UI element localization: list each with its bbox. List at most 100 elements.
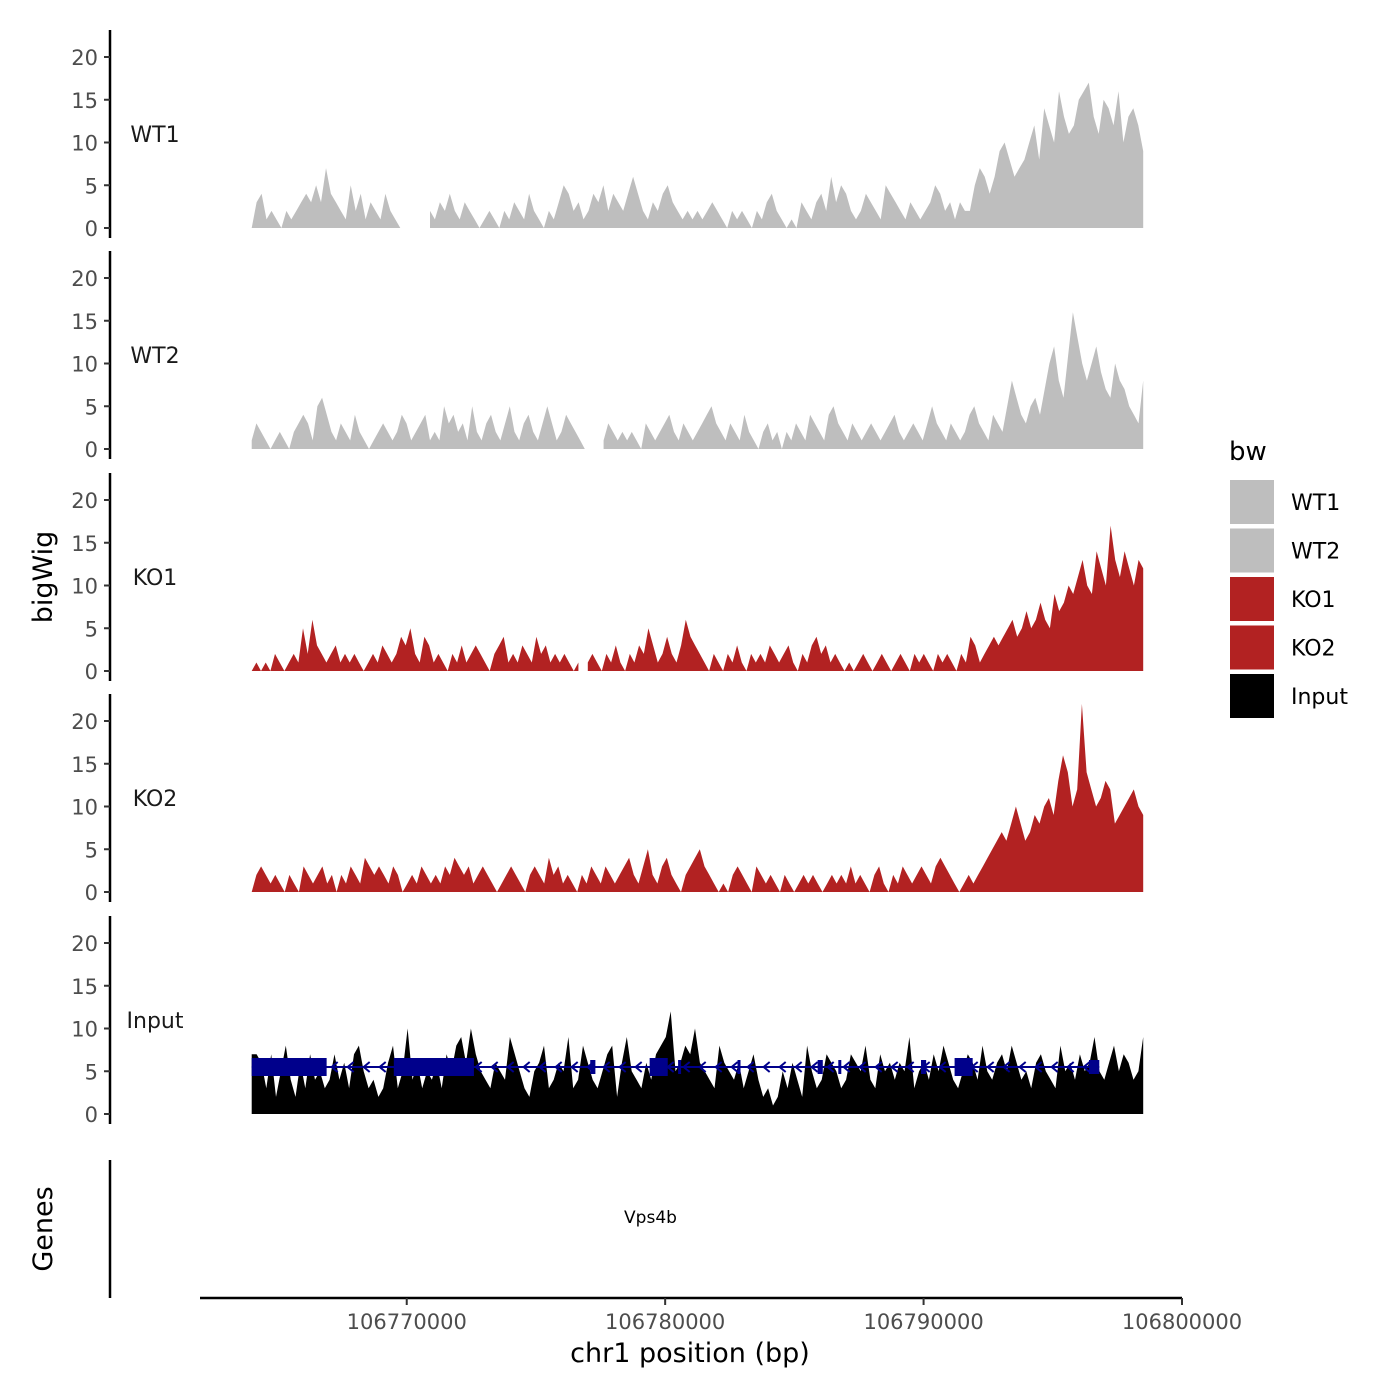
- y-tick-label: 10: [71, 796, 98, 820]
- legend-label: KO2: [1291, 637, 1336, 662]
- gene-exon: [678, 1060, 682, 1074]
- strand-arrow: [378, 1061, 387, 1073]
- y-tick-label: 5: [85, 838, 98, 862]
- y-axis-title: bigWig: [28, 531, 59, 624]
- strand-arrow: [762, 1061, 771, 1073]
- gene-name-label: Vps4b: [624, 1208, 677, 1228]
- y-tick-label: 20: [71, 46, 98, 70]
- gene-exon: [737, 1060, 741, 1074]
- legend-key-wt2: [1230, 528, 1274, 573]
- gene-exon: [251, 1058, 327, 1076]
- genes-track-title: Genes: [28, 1186, 59, 1271]
- gene-exon: [838, 1060, 842, 1074]
- strand-arrow: [986, 1061, 995, 1073]
- x-tick-label: 106780000: [605, 1310, 725, 1334]
- y-tick-label: 20: [71, 267, 98, 291]
- y-tick-label: 5: [85, 395, 98, 419]
- strand-arrow: [682, 1061, 691, 1073]
- gene-track: Vps4b: [108, 1058, 1100, 1298]
- legend-key-ko2: [1230, 625, 1274, 670]
- strand-arrow: [618, 1061, 627, 1073]
- strand-arrow: [1050, 1061, 1059, 1073]
- strand-arrow: [538, 1061, 547, 1073]
- strand-arrow: [810, 1061, 819, 1073]
- y-tick-label: 15: [71, 532, 98, 556]
- y-tick-label: 5: [85, 617, 98, 641]
- strand-arrow: [826, 1061, 835, 1073]
- strand-arrow: [1066, 1061, 1075, 1073]
- strand-arrow: [554, 1061, 563, 1073]
- legend-label: KO1: [1291, 588, 1336, 613]
- track-label: Input: [127, 1009, 184, 1034]
- strand-arrow: [746, 1061, 755, 1073]
- signal-tracks: 0 5 10 15 20 WT1 0 5 10 15 20 WT2 0 5 10 15 20 KO1 0 5 10 15 2…: [71, 30, 1144, 1127]
- strand-arrow: [874, 1061, 883, 1073]
- legend-label: WT1: [1291, 491, 1340, 516]
- y-tick-label: 15: [71, 975, 98, 999]
- signal-area-wt2: [603, 312, 1144, 449]
- y-tick-label: 10: [71, 1018, 98, 1042]
- track-wt2: 0 5 10 15 20 WT2: [71, 251, 1144, 462]
- y-tick-label: 10: [71, 353, 98, 377]
- strand-arrow: [842, 1061, 851, 1073]
- signal-area-wt2: [251, 397, 585, 449]
- strand-arrow: [698, 1061, 707, 1073]
- y-tick-label: 0: [85, 881, 98, 905]
- legend-label: WT2: [1291, 540, 1340, 565]
- y-tick-label: 0: [85, 438, 98, 462]
- strand-arrow: [330, 1061, 339, 1073]
- strand-arrow: [1082, 1061, 1091, 1073]
- track-label: WT1: [130, 123, 179, 148]
- strand-arrow: [714, 1061, 723, 1073]
- legend-key-ko1: [1230, 577, 1274, 621]
- strand-arrow: [890, 1061, 899, 1073]
- y-tick-label: 10: [71, 575, 98, 599]
- strand-arrow: [906, 1061, 915, 1073]
- legend-key-wt1: [1230, 480, 1274, 524]
- x-tick-label: 106770000: [347, 1310, 467, 1334]
- track-ko2: 0 5 10 15 20 KO2: [71, 694, 1144, 905]
- y-tick-label: 5: [85, 1060, 98, 1084]
- gene-exon: [817, 1060, 823, 1074]
- gene-exon: [590, 1060, 596, 1074]
- track-label: KO1: [133, 566, 178, 591]
- track-wt1: 0 5 10 15 20 WT1: [71, 30, 1144, 241]
- y-tick-label: 15: [71, 753, 98, 777]
- y-tick-label: 20: [71, 710, 98, 734]
- gene-exon: [920, 1060, 927, 1074]
- signal-area-input: [251, 1011, 1144, 1114]
- legend-label: Input: [1291, 685, 1348, 710]
- strand-arrow: [730, 1061, 739, 1073]
- legend-title: bw: [1229, 437, 1267, 467]
- gene-exon: [954, 1058, 973, 1076]
- x-axis: 106770000 106780000 106790000 106800000: [200, 1296, 1242, 1334]
- strand-arrow: [938, 1061, 947, 1073]
- y-tick-label: 0: [85, 1103, 98, 1127]
- strand-arrow: [1018, 1061, 1027, 1073]
- signal-area-ko2: [251, 703, 1144, 892]
- strand-arrow: [522, 1061, 531, 1073]
- strand-arrow: [1034, 1061, 1043, 1073]
- signal-area-ko1: [587, 525, 1144, 671]
- x-tick-label: 106790000: [863, 1310, 983, 1334]
- strand-arrow: [570, 1061, 579, 1073]
- legend-key-input: [1230, 674, 1274, 718]
- gene-exon: [393, 1058, 474, 1076]
- y-tick-label: 20: [71, 932, 98, 956]
- strand-arrow: [346, 1061, 355, 1073]
- strand-arrow: [858, 1061, 867, 1073]
- track-ko1: 0 5 10 15 20 KO1: [71, 473, 1144, 684]
- track-label: WT2: [130, 344, 179, 369]
- strand-arrow: [506, 1061, 515, 1073]
- y-tick-label: 0: [85, 660, 98, 684]
- track-label: KO2: [133, 787, 178, 812]
- signal-area-wt1: [430, 82, 1144, 228]
- y-tick-label: 20: [71, 489, 98, 513]
- y-tick-label: 10: [71, 132, 98, 156]
- x-axis-title: chr1 position (bp): [570, 1338, 810, 1369]
- y-tick-label: 15: [71, 89, 98, 113]
- signal-area-ko1: [251, 619, 579, 671]
- gene-exon: [1088, 1060, 1100, 1074]
